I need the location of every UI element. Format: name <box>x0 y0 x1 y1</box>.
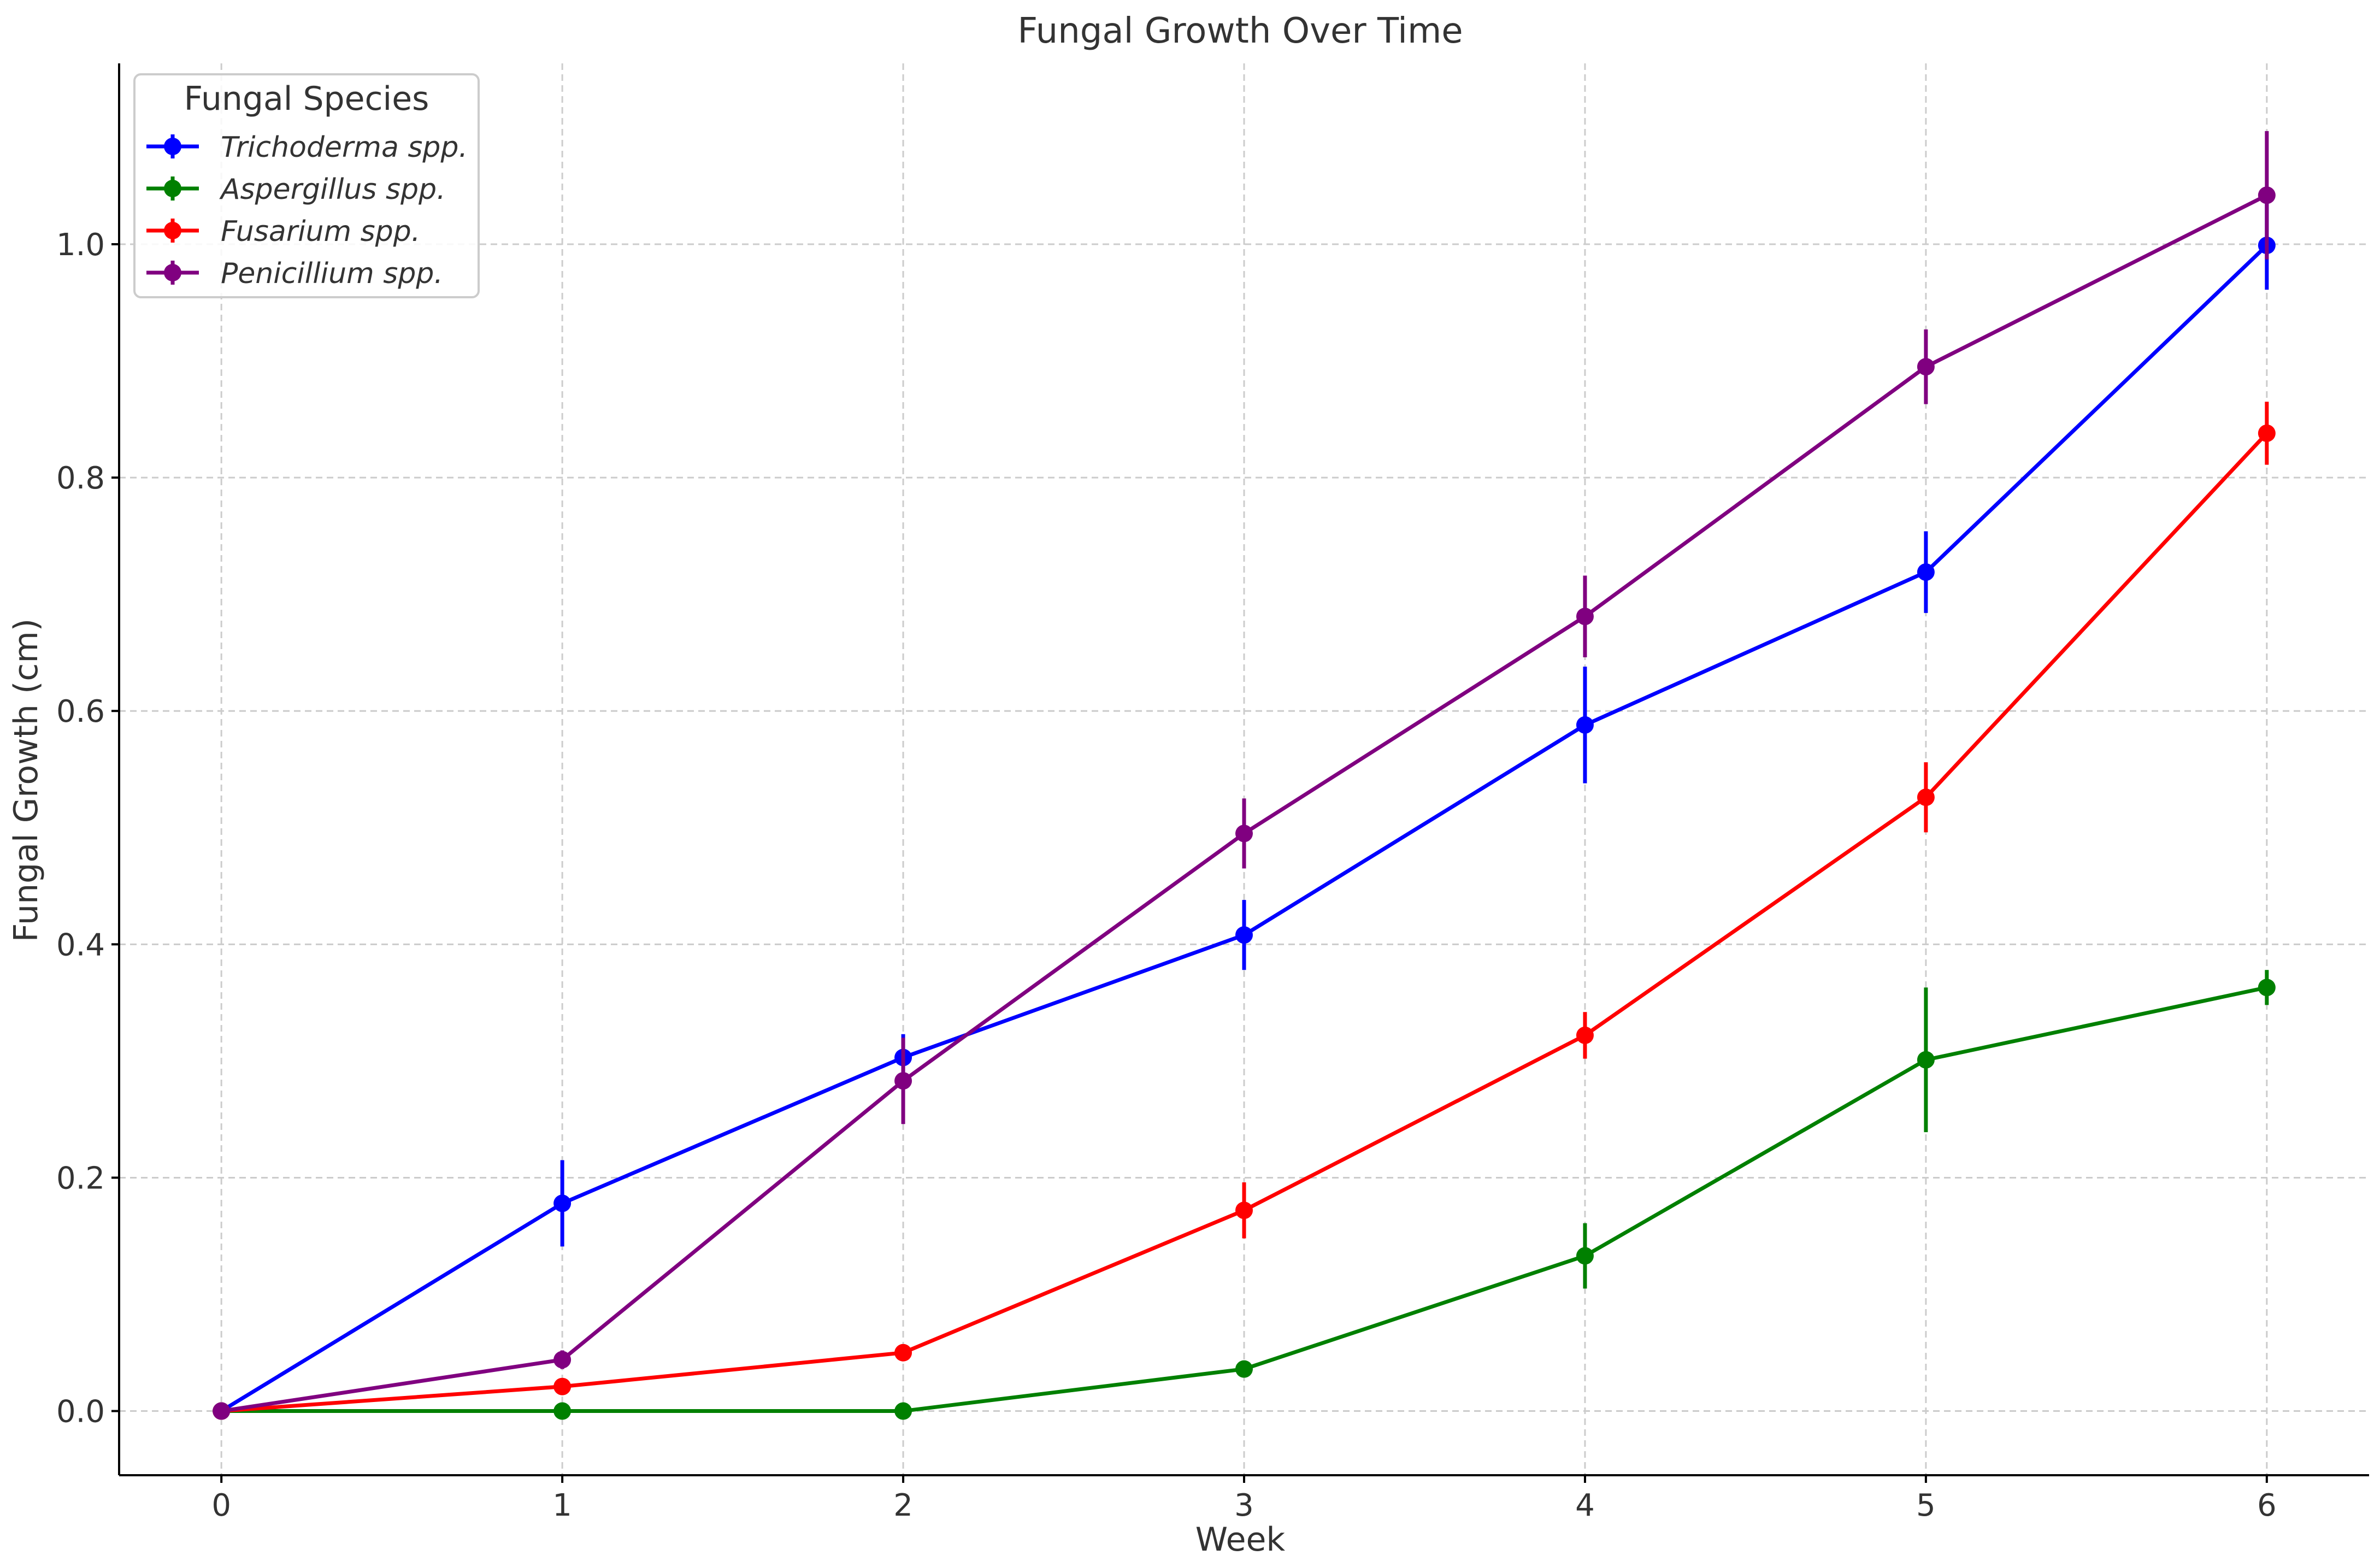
legend-label: Fusarium spp. <box>221 215 420 248</box>
data-point <box>553 1377 572 1395</box>
legend-marker <box>164 138 181 155</box>
x-tick-label: 5 <box>1916 1488 1936 1523</box>
data-point <box>1917 358 1935 376</box>
legend-label: Penicillium spp. <box>221 257 443 290</box>
legend-marker <box>164 180 181 197</box>
x-axis-label: Week <box>1195 1521 1286 1558</box>
x-tick-label: 3 <box>1234 1488 1254 1523</box>
y-tick-label: 0.4 <box>56 927 105 963</box>
data-point <box>2258 186 2276 204</box>
data-point <box>1917 788 1935 806</box>
data-point <box>1576 716 1594 734</box>
x-tick-label: 0 <box>211 1488 231 1523</box>
legend-entry: Fusarium spp. <box>146 215 420 248</box>
y-tick-label: 1.0 <box>56 227 105 263</box>
data-point <box>2258 424 2276 442</box>
data-point <box>553 1351 572 1369</box>
data-point <box>553 1194 572 1212</box>
legend-label: Trichoderma spp. <box>221 131 468 164</box>
data-point <box>1235 1201 1253 1220</box>
legend-title: Fungal Species <box>184 80 429 118</box>
data-point <box>1917 563 1935 581</box>
data-point <box>1576 608 1594 626</box>
y-tick-label: 0.6 <box>56 694 105 729</box>
legend-entries: Trichoderma spp. Aspergillus spp. Fusarium… <box>146 131 468 290</box>
legend-marker <box>164 264 181 281</box>
x-tick-label: 2 <box>893 1488 913 1523</box>
x-tick-label: 1 <box>552 1488 572 1523</box>
x-tick-label: 6 <box>2257 1488 2277 1523</box>
data-point <box>213 1402 231 1420</box>
y-tick-label: 0.0 <box>56 1394 105 1430</box>
data-point <box>894 1344 912 1362</box>
data-point <box>2258 979 2276 997</box>
data-point <box>1235 926 1253 944</box>
chart-title: Fungal Growth Over Time <box>1017 11 1463 51</box>
data-point <box>1576 1247 1594 1265</box>
legend-marker <box>164 222 181 239</box>
series-layer <box>213 131 2276 1420</box>
x-tick-label: 4 <box>1575 1488 1595 1523</box>
series-penicillium <box>213 131 2276 1420</box>
legend-entry: Penicillium spp. <box>146 257 443 290</box>
legend: Fungal Species Trichoderma spp. Aspergill… <box>133 73 480 298</box>
y-axis-label: Fungal Growth (cm) <box>7 618 45 942</box>
legend-entry: Aspergillus spp. <box>146 173 446 206</box>
series-aspergillus <box>213 970 2276 1420</box>
legend-label: Aspergillus spp. <box>219 173 446 206</box>
y-tick-label: 0.8 <box>56 461 105 496</box>
legend-box <box>133 73 480 298</box>
data-point <box>1576 1026 1594 1044</box>
data-point <box>1235 824 1253 843</box>
ticks: 0 1 2 3 4 5 6 0.0 0.2 0.4 0.6 0.8 1.0 <box>56 227 2277 1523</box>
data-point <box>553 1402 572 1420</box>
data-point <box>1917 1051 1935 1069</box>
data-point <box>1235 1360 1253 1378</box>
data-point <box>894 1402 912 1420</box>
data-point <box>894 1072 912 1090</box>
series-fusarium <box>213 402 2276 1420</box>
legend-entry: Trichoderma spp. <box>146 131 468 164</box>
y-tick-label: 0.2 <box>56 1161 105 1196</box>
